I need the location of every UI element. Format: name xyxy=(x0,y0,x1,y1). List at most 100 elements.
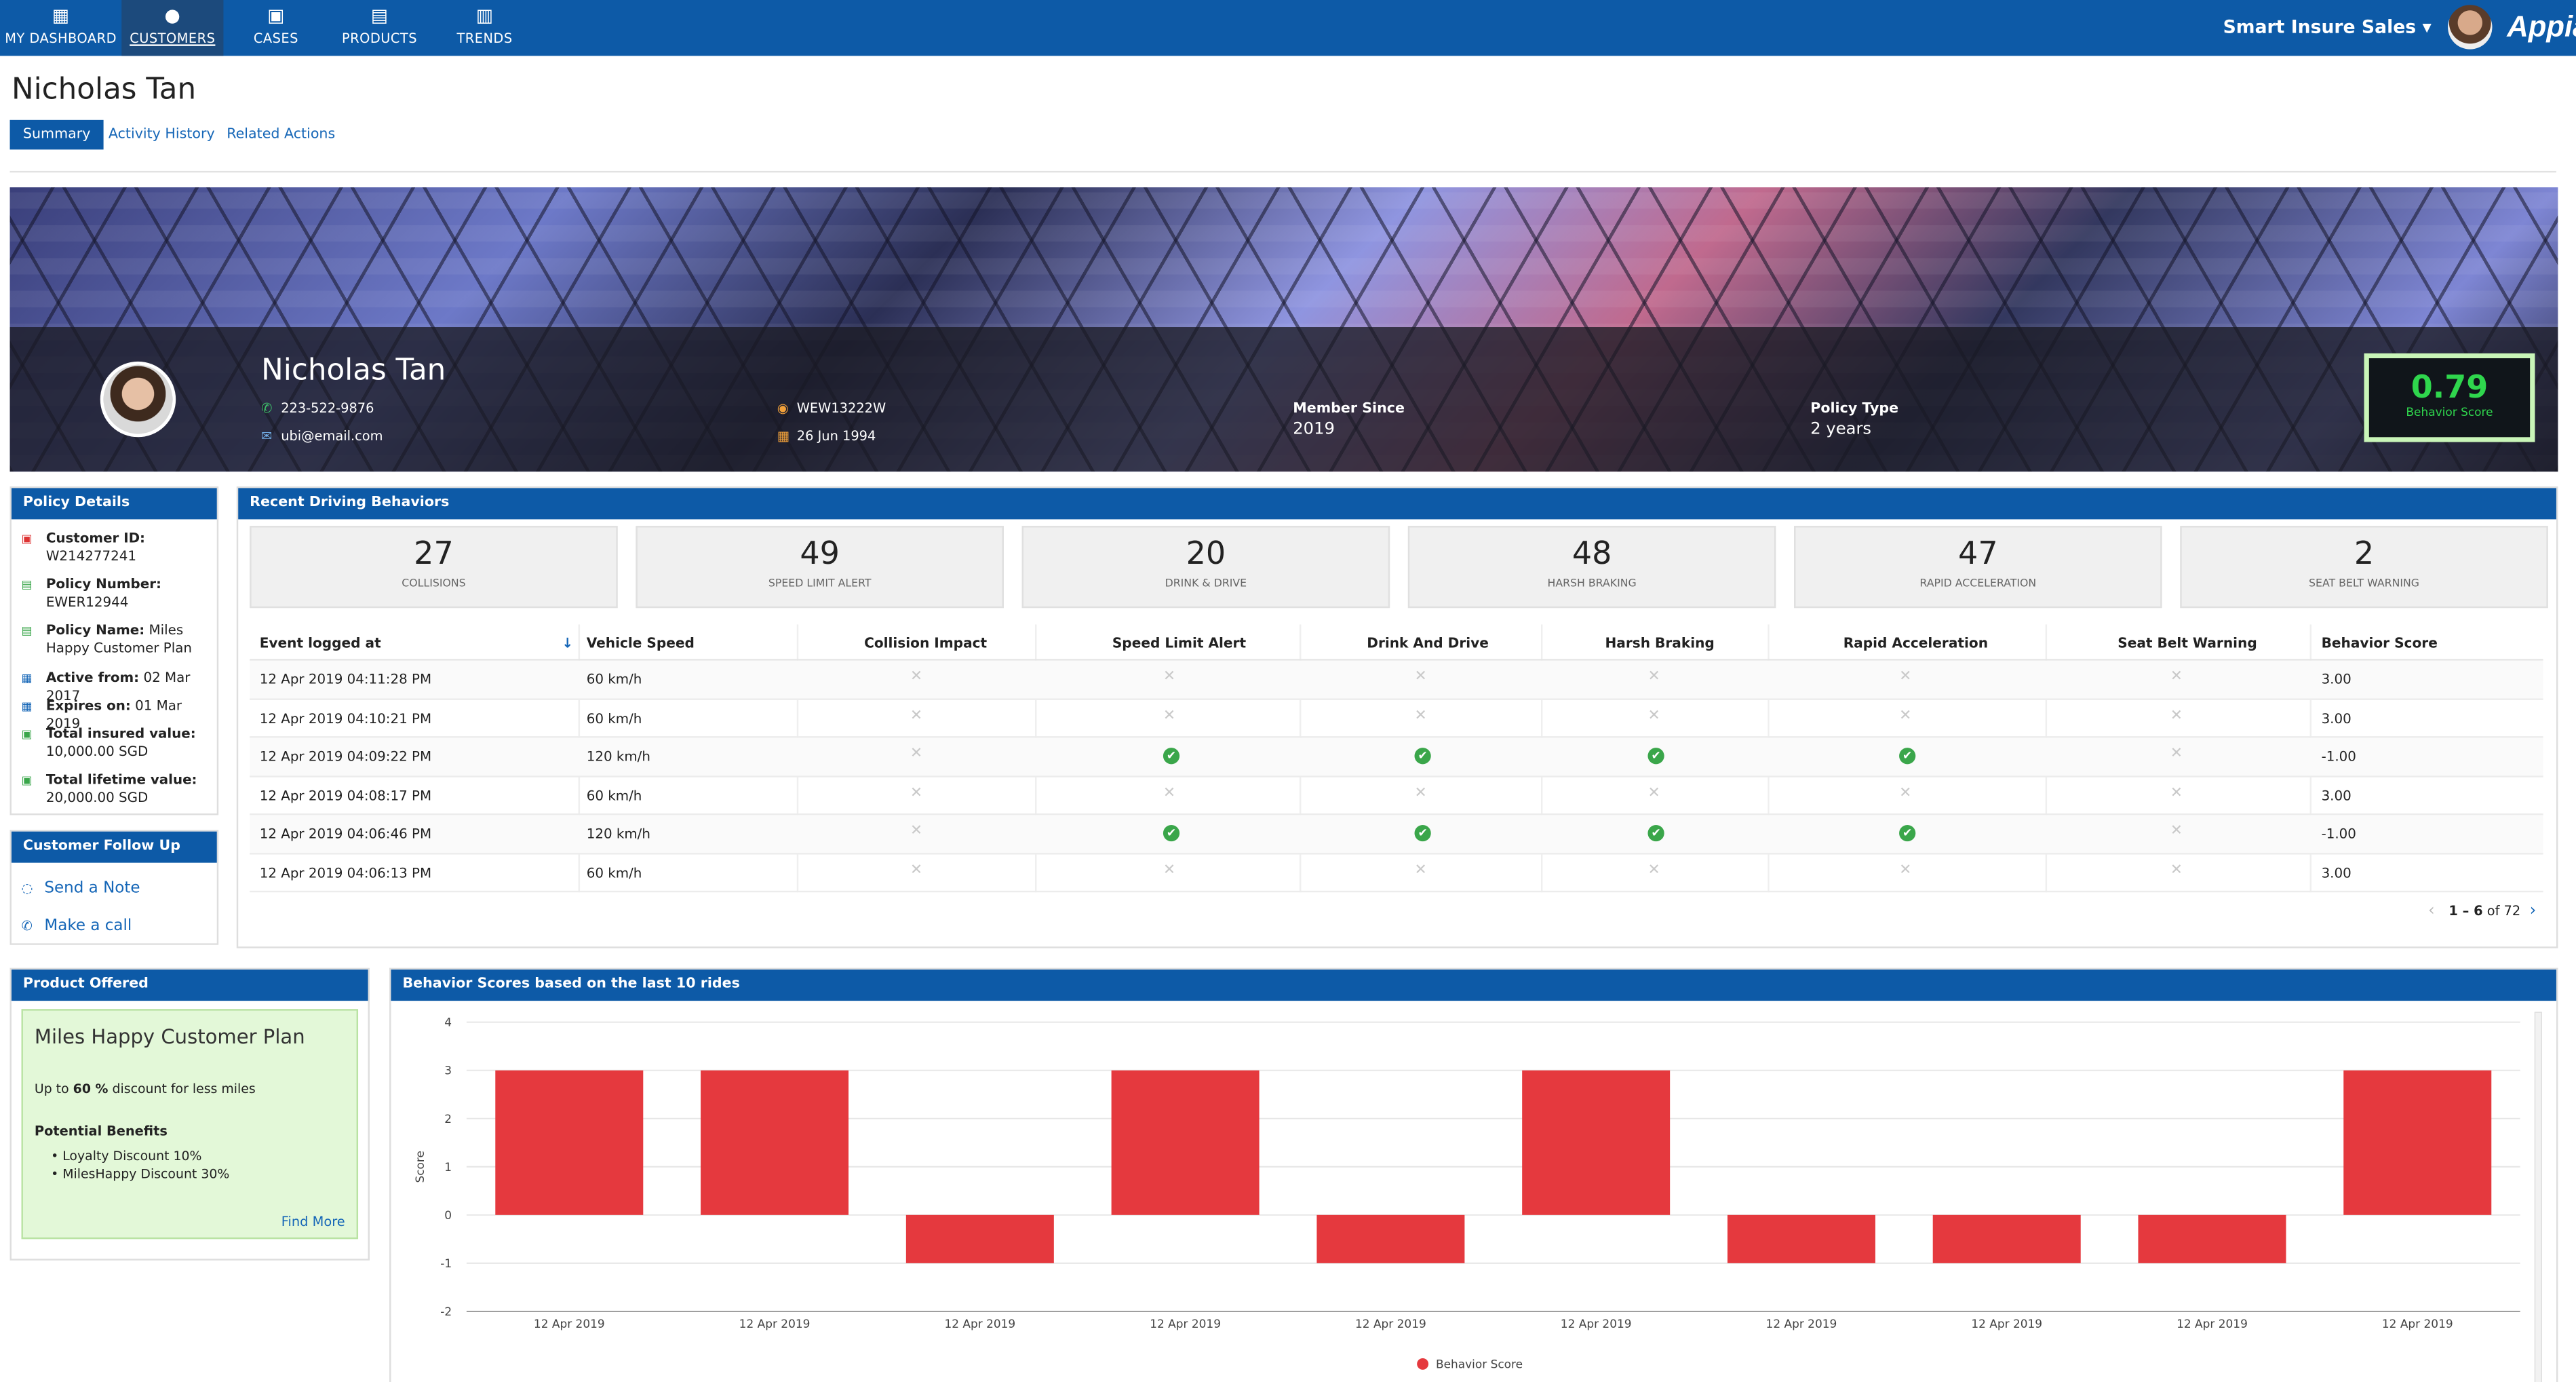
x-mark-icon: ✕ xyxy=(910,668,923,686)
sort-descending-icon[interactable]: ↓ xyxy=(562,634,574,651)
bar xyxy=(495,1070,644,1215)
x-mark-icon: ✕ xyxy=(2170,668,2183,686)
x-tick-label: 12 Apr 2019 xyxy=(534,1317,605,1330)
customer-photo xyxy=(100,361,176,438)
x-mark-icon: ✕ xyxy=(2170,823,2183,840)
x-tick-label: 12 Apr 2019 xyxy=(1150,1317,1221,1330)
bar-chart-icon: ▥ xyxy=(475,5,494,26)
table-row[interactable]: 12 Apr 2019 04:11:28 PM 60 km/h ✕ ✕ ✕ ✕ ✕ ✕ 3.00 xyxy=(250,660,2543,699)
potential-benefits-label: Potential Benefits xyxy=(34,1124,168,1139)
page-title: Nicholas Tan xyxy=(11,72,197,107)
id-card-icon: ▣ xyxy=(21,532,33,546)
panel-header: Behavior Scores based on the last 10 rid… xyxy=(391,970,2556,1001)
product-discount-line: Up to 60 % discount for less miles xyxy=(34,1081,256,1096)
check-circle-icon: ✔ xyxy=(1899,824,1916,842)
table-row[interactable]: 12 Apr 2019 04:10:21 PM 60 km/h ✕ ✕ ✕ ✕ ✕ ✕ 3.00 xyxy=(250,699,2543,738)
table-row[interactable]: 12 Apr 2019 04:08:17 PM 60 km/h ✕ ✕ ✕ ✕ ✕ ✕ 3.00 xyxy=(250,776,2543,815)
x-mark-icon: ✕ xyxy=(1899,668,1912,686)
bar xyxy=(1316,1214,1465,1263)
customer-follow-up-panel: Customer Follow Up ◌ Send a Note ✆ Make a … xyxy=(9,830,219,945)
stat-tile: 48 HARSH BRAKING xyxy=(1407,526,1776,609)
check-circle-icon: ✔ xyxy=(1647,748,1664,765)
stat-label: DRINK & DRIVE xyxy=(1165,577,1247,590)
stat-value: 2 xyxy=(2354,535,2375,572)
column-header[interactable]: Drink And Drive xyxy=(1367,634,1489,651)
nav-products[interactable]: ▤ PRODUCTS xyxy=(341,5,418,46)
panel-header: Policy Details xyxy=(11,488,217,520)
bar xyxy=(1522,1070,1671,1215)
stat-tile: 47 RAPID ACCELERATION xyxy=(1794,526,2162,609)
column-header[interactable]: Vehicle Speed xyxy=(586,634,695,651)
column-header[interactable]: Collision Impact xyxy=(864,634,988,651)
member-since-value: 2019 xyxy=(1293,421,1335,439)
speech-bubble-icon: ◌ xyxy=(21,881,33,896)
bar xyxy=(2343,1070,2492,1215)
find-more-link[interactable]: Find More xyxy=(281,1214,345,1229)
x-mark-icon: ✕ xyxy=(910,862,923,879)
stat-label: RAPID ACCELERATION xyxy=(1919,577,2037,590)
make-call-link[interactable]: ✆ Make a call xyxy=(21,917,132,936)
birthdate-info: ▦ 26 Jun 1994 xyxy=(777,429,876,444)
next-page-icon[interactable]: › xyxy=(2529,902,2537,921)
x-mark-icon: ✕ xyxy=(1899,862,1912,879)
banner-overlay xyxy=(9,327,2558,472)
tab-summary[interactable]: Summary xyxy=(9,119,104,150)
bar xyxy=(1932,1214,2081,1263)
stat-tile: 27 COLLISIONS xyxy=(250,526,618,609)
stat-value: 20 xyxy=(1186,535,1226,572)
nav-customers[interactable]: ● CUSTOMERS xyxy=(121,0,224,56)
divider xyxy=(9,170,2556,173)
y-tick-label: -1 xyxy=(440,1256,452,1270)
y-tick-label: 3 xyxy=(444,1064,452,1077)
tab-activity-history[interactable]: Activity History xyxy=(108,126,215,143)
column-header[interactable]: Seat Belt Warning xyxy=(2118,634,2257,651)
stat-label: HARSH BRAKING xyxy=(1547,577,1637,590)
x-tick-label: 12 Apr 2019 xyxy=(2382,1317,2453,1330)
column-header[interactable]: Event logged at xyxy=(259,634,381,651)
nav-my-dashboard[interactable]: ▦ MY DASHBOARD xyxy=(5,5,117,46)
bar xyxy=(1111,1070,1260,1215)
table-row[interactable]: 12 Apr 2019 04:06:13 PM 60 km/h ✕ ✕ ✕ ✕ ✕ ✕ 3.00 xyxy=(250,853,2543,893)
app-switcher[interactable]: Smart Insure Sales ▾ xyxy=(2223,16,2432,38)
table-row[interactable]: 12 Apr 2019 04:06:46 PM 120 km/h ✕ ✔ ✔ ✔ ✔ ✕ -1.… xyxy=(250,815,2543,854)
x-mark-icon: ✕ xyxy=(2170,862,2183,879)
behavior-score-label: Behavior Score xyxy=(2406,406,2493,419)
x-mark-icon: ✕ xyxy=(1163,784,1176,801)
column-header[interactable]: Speed Limit Alert xyxy=(1112,634,1247,651)
event-time: 12 Apr 2019 04:08:17 PM xyxy=(259,786,432,803)
column-header[interactable]: Harsh Braking xyxy=(1605,634,1715,651)
table-row[interactable]: 12 Apr 2019 04:09:22 PM 120 km/h ✕ ✔ ✔ ✔ ✔ ✕ -1.… xyxy=(250,737,2543,777)
bar xyxy=(2138,1214,2286,1263)
steering-wheel-icon: ◉ xyxy=(777,401,789,416)
user-avatar[interactable] xyxy=(2448,5,2493,50)
previous-page-icon[interactable]: ‹ xyxy=(2428,902,2435,921)
stat-label: SPEED LIMIT ALERT xyxy=(768,577,872,590)
person-icon: ● xyxy=(164,5,181,26)
tab-related-actions[interactable]: Related Actions xyxy=(227,126,336,143)
x-mark-icon: ✕ xyxy=(1414,668,1427,686)
policy-type-value: 2 years xyxy=(1810,421,1872,439)
send-note-link[interactable]: ◌ Send a Note xyxy=(21,879,140,898)
table-header-divider xyxy=(250,659,2543,661)
vehicle-speed: 60 km/h xyxy=(586,786,642,803)
nav-trends[interactable]: ▥ TRENDS xyxy=(456,5,513,46)
x-tick-label: 12 Apr 2019 xyxy=(739,1317,811,1330)
stat-tile: 2 SEAT BELT WARNING xyxy=(2180,526,2548,609)
caret-down-icon: ▾ xyxy=(2422,16,2432,38)
x-mark-icon: ✕ xyxy=(2170,707,2183,724)
email-info: ✉ ubi@email.com xyxy=(261,429,383,444)
document-icon: ▤ xyxy=(21,624,33,638)
behavior-score-value: 0.79 xyxy=(2411,369,2489,406)
recent-driving-behaviors-panel: Recent Driving Behaviors xyxy=(236,486,2558,948)
x-mark-icon: ✕ xyxy=(1899,707,1912,724)
document-icon: ▤ xyxy=(21,578,33,592)
stat-value: 48 xyxy=(1572,535,1612,572)
x-mark-icon: ✕ xyxy=(1647,862,1660,879)
nav-cases[interactable]: ▣ CASES xyxy=(253,5,298,46)
check-circle-icon: ✔ xyxy=(1163,748,1180,765)
document-icon: ▤ xyxy=(370,5,389,26)
column-header[interactable]: Behavior Score xyxy=(2321,634,2438,651)
y-tick-label: 1 xyxy=(444,1160,452,1174)
column-header[interactable]: Rapid Acceleration xyxy=(1843,634,1989,651)
x-tick-label: 12 Apr 2019 xyxy=(944,1317,1015,1330)
